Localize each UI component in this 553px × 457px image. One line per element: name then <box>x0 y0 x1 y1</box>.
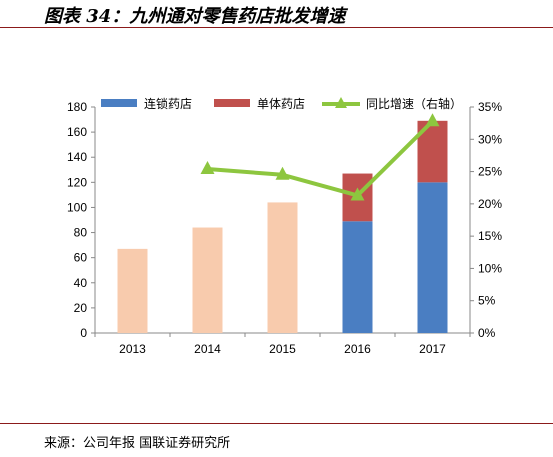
legend-label-growth: 同比增速（右轴） <box>366 96 462 111</box>
y2-tick-label: 0% <box>478 326 496 340</box>
y2-tick-label: 25% <box>478 165 502 179</box>
growth-line <box>207 119 434 198</box>
y-tick-label: 140 <box>67 150 87 164</box>
growth-point <box>200 160 215 174</box>
x-tick-label: 2016 <box>344 342 371 356</box>
x-tick-label: 2014 <box>194 342 221 356</box>
x-tick-label: 2015 <box>269 342 296 356</box>
y2-tick-label: 10% <box>478 261 502 275</box>
x-tick-label: 2013 <box>119 342 146 356</box>
y-tick-label: 0 <box>80 326 87 340</box>
y2-tick-label: 15% <box>478 229 502 243</box>
source-note: 来源：公司年报 国联证券研究所 <box>44 436 231 451</box>
bottom-rule <box>0 423 553 424</box>
y-tick-label: 40 <box>74 276 88 290</box>
legend-label-single: 单体药店 <box>257 97 305 111</box>
legend-marker-growth <box>335 97 347 108</box>
growth-point <box>425 113 440 127</box>
y-tick-label: 120 <box>67 175 87 189</box>
growth-point <box>275 166 290 180</box>
x-tick-label: 2017 <box>419 342 446 356</box>
y-tick-label: 20 <box>74 301 88 315</box>
growth-point <box>350 187 365 201</box>
bar-2014-2 <box>192 227 223 333</box>
y2-tick-label: 30% <box>478 132 502 146</box>
y2-tick-label: 20% <box>478 197 502 211</box>
bar-2017-0 <box>417 182 448 333</box>
bar-2015-2 <box>267 202 298 333</box>
bar-2016-0 <box>342 221 373 333</box>
y2-tick-label: 5% <box>478 294 496 308</box>
y-tick-label: 80 <box>74 226 88 240</box>
figure-title: 图表 34：九州通对零售药店批发增速 <box>44 6 346 27</box>
legend-label-chain: 连锁药店 <box>144 96 192 111</box>
y-tick-label: 160 <box>67 125 87 139</box>
y2-tick-label: 35% <box>478 100 502 114</box>
y-tick-label: 100 <box>67 200 87 214</box>
y-tick-label: 60 <box>74 251 88 265</box>
y-tick-label: 180 <box>67 100 87 114</box>
top-rule <box>0 27 553 28</box>
legend-swatch-chain <box>101 99 137 107</box>
legend-swatch-single <box>214 99 250 107</box>
bar-2013-2 <box>117 248 148 333</box>
